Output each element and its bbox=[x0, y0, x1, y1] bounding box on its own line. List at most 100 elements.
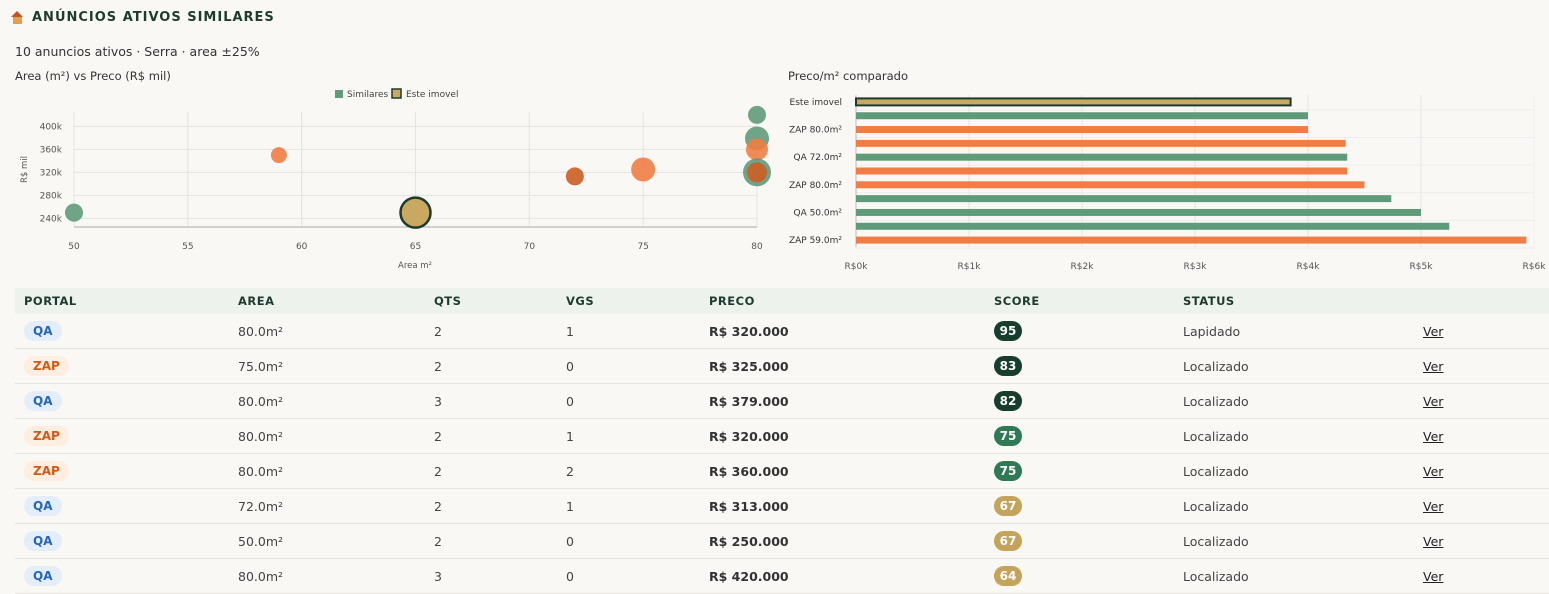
cell-action: Ver bbox=[1423, 394, 1549, 409]
area-price-scatter-chart: Similares Este imovel 50 55 60 65 70 75 80 240k 28… bbox=[20, 88, 771, 271]
scatter-point bbox=[270, 147, 287, 164]
section-title: ANÚNCIOS ATIVOS SIMILARES bbox=[32, 10, 275, 25]
cell-qts: 3 bbox=[434, 393, 442, 409]
ver-link[interactable]: Ver bbox=[1423, 533, 1444, 549]
scatter-point bbox=[399, 196, 432, 229]
bar-x-tick-label: R$1k bbox=[958, 262, 982, 272]
cell-action: Ver bbox=[1423, 534, 1549, 549]
scatter-point bbox=[748, 105, 766, 124]
bar bbox=[856, 208, 1421, 216]
scatter-chart-title: Area (m²) vs Preco (R$ mil) bbox=[15, 69, 171, 83]
y-tick-label: 360k bbox=[40, 145, 63, 155]
portal-badge: QA bbox=[24, 496, 62, 516]
table-row: ZAP 80.0m² 2 2 R$ 360.000 75 Localizado Ver bbox=[15, 454, 1549, 489]
bar-category-label: ZAP 59.0m² bbox=[789, 236, 842, 246]
bar-category-label: ZAP 80.0m² bbox=[789, 126, 842, 136]
cell-portal: ZAP bbox=[15, 426, 229, 446]
cell-status: Localizado bbox=[1183, 463, 1249, 479]
cell-status: Lapidado bbox=[1183, 323, 1241, 339]
y-tick-label: 400k bbox=[40, 122, 63, 132]
cell-portal: QA bbox=[15, 321, 229, 341]
bar-x-tick-label: R$2k bbox=[1071, 262, 1095, 272]
ver-link[interactable]: Ver bbox=[1423, 393, 1444, 409]
cell-preco: R$ 420.000 bbox=[709, 568, 789, 584]
cell-qts: 2 bbox=[434, 533, 442, 549]
bar-x-tick-label: R$0k bbox=[845, 262, 869, 272]
scatter-legend: Similares Este imovel bbox=[335, 88, 458, 100]
cell-action: Ver bbox=[1423, 429, 1549, 444]
col-vgs: VGS bbox=[566, 294, 595, 308]
cell-status: Localizado bbox=[1183, 568, 1249, 584]
bar bbox=[856, 181, 1365, 189]
cell-status: Localizado bbox=[1183, 393, 1249, 409]
cell-score: 67 bbox=[988, 531, 1176, 551]
cell-action: Ver bbox=[1423, 569, 1549, 584]
cell-area: 75.0m² bbox=[238, 358, 284, 374]
house-icon bbox=[11, 11, 24, 24]
portal-badge: ZAP bbox=[24, 461, 69, 481]
ver-link[interactable]: Ver bbox=[1423, 498, 1444, 514]
cell-score: 64 bbox=[988, 566, 1176, 586]
listings-table: PORTAL AREA QTS VGS PRECO SCORE STATUS Q… bbox=[15, 288, 1549, 594]
cell-portal: QA bbox=[15, 496, 229, 516]
y-tick-label: 320k bbox=[40, 168, 63, 178]
x-tick-label: 70 bbox=[524, 242, 536, 252]
table-row: ZAP 75.0m² 2 0 R$ 325.000 83 Localizado Ver bbox=[15, 349, 1549, 384]
cell-vgs: 1 bbox=[566, 323, 574, 339]
cell-score: 75 bbox=[988, 461, 1176, 481]
cell-score: 82 bbox=[988, 391, 1176, 411]
cell-portal: ZAP bbox=[15, 356, 229, 376]
cell-score: 75 bbox=[988, 426, 1176, 446]
cell-status: Localizado bbox=[1183, 428, 1249, 444]
bar bbox=[856, 139, 1346, 147]
ver-link[interactable]: Ver bbox=[1423, 358, 1444, 374]
cell-preco: R$ 325.000 bbox=[709, 358, 789, 374]
col-score: SCORE bbox=[994, 294, 1040, 308]
bar bbox=[855, 97, 1292, 107]
bar bbox=[856, 126, 1308, 134]
col-area: AREA bbox=[238, 294, 275, 308]
cell-action: Ver bbox=[1423, 499, 1549, 514]
portal-badge: ZAP bbox=[24, 426, 69, 446]
cell-preco: R$ 313.000 bbox=[709, 498, 789, 514]
x-tick-label: 50 bbox=[68, 242, 80, 252]
legend-swatch-similares bbox=[335, 90, 343, 98]
portal-badge: QA bbox=[24, 321, 62, 341]
col-portal: PORTAL bbox=[24, 294, 77, 308]
bar-category-label: QA 72.0m² bbox=[793, 153, 842, 163]
price-per-m2-bar-chart: R$0k R$1k R$2k R$3k R$4k R$5k R$6k Este imovel Z… bbox=[789, 95, 1547, 272]
cell-preco: R$ 320.000 bbox=[709, 428, 789, 444]
cell-status: Localizado bbox=[1183, 533, 1249, 549]
ver-link[interactable]: Ver bbox=[1423, 323, 1444, 339]
ver-link[interactable]: Ver bbox=[1423, 463, 1444, 479]
bar-x-tick-label: R$6k bbox=[1523, 262, 1547, 272]
bar-category-label: ZAP 80.0m² bbox=[789, 181, 842, 191]
cell-area: 72.0m² bbox=[238, 498, 284, 514]
cell-vgs: 1 bbox=[566, 428, 574, 444]
x-tick-label: 80 bbox=[751, 242, 763, 252]
x-axis-label: Area m² bbox=[398, 261, 432, 271]
y-tick-label: 280k bbox=[40, 191, 63, 201]
cell-area: 50.0m² bbox=[238, 533, 284, 549]
bar-x-tick-label: R$5k bbox=[1410, 262, 1434, 272]
ver-link[interactable]: Ver bbox=[1423, 428, 1444, 444]
legend-label-similares: Similares bbox=[347, 90, 389, 100]
bar bbox=[856, 167, 1348, 175]
portal-badge: QA bbox=[24, 566, 62, 586]
cell-vgs: 0 bbox=[566, 568, 574, 584]
cell-area: 80.0m² bbox=[238, 568, 284, 584]
x-tick-label: 55 bbox=[182, 242, 193, 252]
portal-badge: QA bbox=[24, 391, 62, 411]
cell-area: 80.0m² bbox=[238, 463, 284, 479]
cell-qts: 2 bbox=[434, 428, 442, 444]
cell-preco: R$ 320.000 bbox=[709, 323, 789, 339]
cell-portal: QA bbox=[15, 391, 229, 411]
score-badge: 75 bbox=[994, 461, 1022, 481]
ver-link[interactable]: Ver bbox=[1423, 568, 1444, 584]
cell-portal: QA bbox=[15, 531, 229, 551]
bar-category-label: Este imovel bbox=[790, 98, 842, 108]
legend-swatch-este-imovel bbox=[391, 88, 402, 99]
score-badge: 75 bbox=[994, 426, 1022, 446]
bar bbox=[856, 153, 1348, 161]
cell-vgs: 1 bbox=[566, 498, 574, 514]
